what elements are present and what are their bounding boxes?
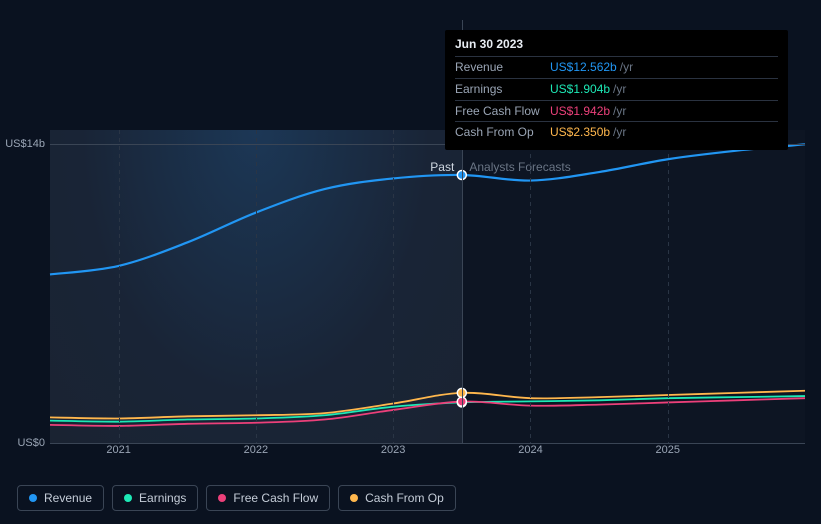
tooltip-label: Earnings <box>455 81 550 98</box>
y-axis-label: US$0 <box>17 437 45 449</box>
legend-item-earnings[interactable]: Earnings <box>112 485 198 511</box>
legend-swatch <box>29 494 37 502</box>
x-axis-label: 2023 <box>381 444 405 456</box>
tooltip-value: US$2.350b <box>550 124 610 141</box>
x-axis: 2021 2022 2023 2024 2025 <box>50 444 805 464</box>
legend-label: Cash From Op <box>365 491 444 505</box>
legend-swatch <box>350 494 358 502</box>
legend-item-cash-from-op[interactable]: Cash From Op <box>338 485 456 511</box>
x-axis-label: 2021 <box>106 444 130 456</box>
tooltip-unit: /yr <box>613 103 626 120</box>
tooltip-unit: /yr <box>613 81 626 98</box>
legend-item-revenue[interactable]: Revenue <box>17 485 104 511</box>
legend-item-free-cash-flow[interactable]: Free Cash Flow <box>206 485 330 511</box>
x-gridline <box>393 130 394 443</box>
x-gridline <box>668 130 669 443</box>
x-axis-label: 2025 <box>655 444 679 456</box>
tooltip-value: US$12.562b <box>550 59 617 76</box>
tooltip-unit: /yr <box>613 124 626 141</box>
tooltip-value: US$1.942b <box>550 103 610 120</box>
tooltip-row: Free Cash FlowUS$1.942b/yr <box>455 100 778 122</box>
x-gridline <box>530 130 531 443</box>
tooltip-unit: /yr <box>620 59 633 76</box>
y-axis-label: US$14b <box>5 138 45 150</box>
tooltip-value: US$1.904b <box>550 81 610 98</box>
x-axis-label: 2024 <box>518 444 542 456</box>
legend-label: Revenue <box>44 491 92 505</box>
x-gridline <box>256 130 257 443</box>
plot-area[interactable]: Past Analysts Forecasts <box>50 130 805 443</box>
legend-label: Free Cash Flow <box>233 491 318 505</box>
tooltip: Jun 30 2023 RevenueUS$12.562b/yrEarnings… <box>445 30 788 150</box>
series-line-free-cash-flow <box>50 398 805 426</box>
tooltip-row: RevenueUS$12.562b/yr <box>455 56 778 78</box>
series-line-revenue <box>50 144 805 274</box>
legend: Revenue Earnings Free Cash Flow Cash From O… <box>17 485 456 511</box>
tooltip-row: Cash From OpUS$2.350b/yr <box>455 121 778 143</box>
tooltip-label: Revenue <box>455 59 550 76</box>
tooltip-label: Cash From Op <box>455 124 550 141</box>
tooltip-row: EarningsUS$1.904b/yr <box>455 78 778 100</box>
tooltip-label: Free Cash Flow <box>455 103 550 120</box>
legend-swatch <box>218 494 226 502</box>
x-axis-label: 2022 <box>244 444 268 456</box>
legend-swatch <box>124 494 132 502</box>
chart-container: Jun 30 2023 RevenueUS$12.562b/yrEarnings… <box>15 10 805 445</box>
legend-label: Earnings <box>139 491 186 505</box>
chart-svg <box>50 130 805 443</box>
x-gridline <box>119 130 120 443</box>
tooltip-title: Jun 30 2023 <box>455 37 778 56</box>
